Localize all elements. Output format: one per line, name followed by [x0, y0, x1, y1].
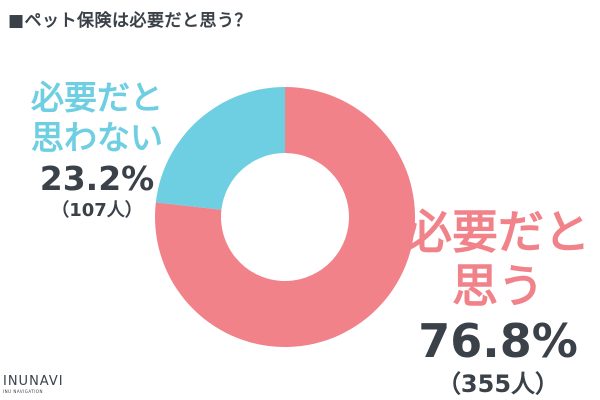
label-not-needed-count: （107人） — [51, 200, 143, 221]
label-not-needed-line1: 必要だと — [31, 78, 163, 117]
donut-slice-1 — [155, 87, 285, 210]
donut-slice-0 — [155, 87, 416, 348]
brand-logo-text: INUNAVI — [3, 374, 64, 389]
label-needed: 必要だと 思う 76.8% （355人） — [396, 205, 600, 399]
label-not-needed: 必要だと 思わない 23.2% （107人） — [22, 78, 172, 222]
label-needed-line2: 思う — [452, 259, 544, 313]
label-needed-line1: 必要だと — [406, 205, 590, 259]
brand-logo-subtext: INU NAVIGATION — [3, 389, 44, 394]
label-not-needed-line2: 思わない — [31, 118, 163, 157]
chart-title: ■ペット保険は必要だと思う？ — [8, 11, 253, 31]
brand-logo: INUNAVI INU NAVIGATION — [3, 375, 64, 395]
label-needed-count: （355人） — [436, 370, 560, 398]
label-not-needed-percent: 23.2% — [39, 159, 155, 198]
label-needed-percent: 76.8% — [418, 314, 578, 368]
